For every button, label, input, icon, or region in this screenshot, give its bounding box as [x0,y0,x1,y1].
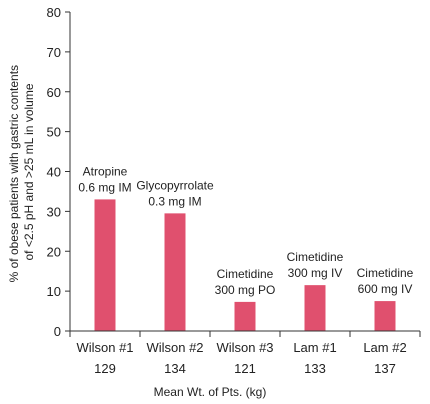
y-tick-label: 70 [47,45,61,60]
bar-annotation: Cimetidine [217,267,274,281]
bar [234,301,256,331]
bar-annotation: Glycopyrrolate [136,178,214,192]
y-tick-label: 60 [47,85,61,100]
y-tick-label: 30 [47,204,61,219]
y-axis-title: % of obese patients with gastric content… [7,62,36,283]
bar-annotation: Atropine [83,164,128,178]
x-axis-title: Mean Wt. of Pts. (kg) [154,385,267,399]
bar [374,301,396,331]
bar-annotations: Atropine 0.6 mg IM Glycopyrrolate 0.3 mg IM… [78,164,413,296]
y-tick-label: 50 [47,125,61,140]
weight-label: 137 [374,361,396,376]
weight-label: 129 [94,361,116,376]
y-tick-label: 10 [47,284,61,299]
bar-annotation: Cimetidine [287,250,344,264]
y-tick-label: 20 [47,244,61,259]
category-label: Lam #2 [363,340,406,355]
category-label: Wilson #2 [146,340,203,355]
category-label: Wilson #1 [76,340,133,355]
category-label: Lam #1 [293,340,336,355]
weight-label: 134 [164,361,186,376]
weight-label: 133 [304,361,326,376]
bar [164,213,186,331]
bar-annotation: 300 mg PO [215,283,276,297]
bar-annotation: 300 mg IV [288,266,343,280]
y-tick-label: 80 [47,5,61,20]
bar [94,199,116,331]
weight-label: 121 [234,361,256,376]
y-tick-label: 0 [54,324,61,339]
bar-annotation: 0.3 mg IM [148,194,201,208]
y-tick-label: 40 [47,165,61,180]
bar-annotation: 0.6 mg IM [78,180,131,194]
bar-annotation: 600 mg IV [358,282,413,296]
bars [94,199,396,331]
x-axis: Wilson #1 129 Wilson #2 134 Wilson #3 121 Lam … [69,330,421,376]
category-label: Wilson #3 [216,340,273,355]
y-axis: 0 10 20 30 40 50 60 70 80 [47,5,71,339]
bar-annotation: Cimetidine [357,266,414,280]
bar [304,285,326,331]
